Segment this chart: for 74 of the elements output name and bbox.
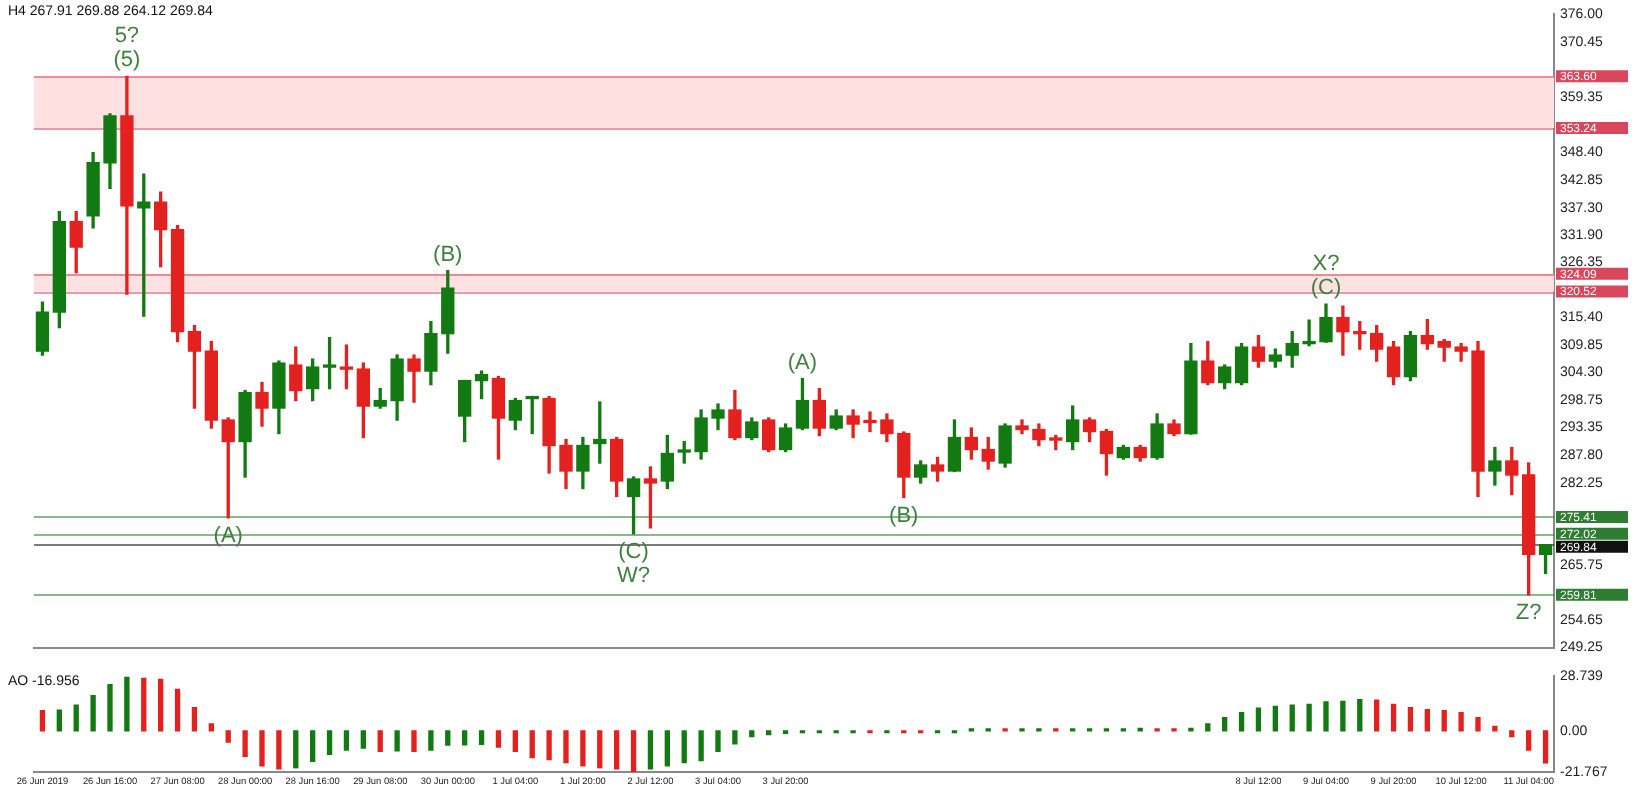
bar xyxy=(1306,703,1312,732)
bar xyxy=(411,730,417,753)
bar xyxy=(1374,699,1380,732)
bar xyxy=(478,730,485,746)
bar xyxy=(1222,717,1228,732)
annotation: W? xyxy=(617,564,651,589)
bar xyxy=(90,695,96,732)
bar xyxy=(343,730,350,751)
bar xyxy=(39,710,46,732)
bar xyxy=(445,730,451,746)
bar xyxy=(1323,701,1329,732)
bar xyxy=(191,707,198,732)
bar xyxy=(310,730,316,763)
annotation: X? xyxy=(1312,252,1340,277)
bar xyxy=(732,730,738,745)
bar xyxy=(597,730,603,769)
bar xyxy=(647,730,654,770)
bar xyxy=(715,730,721,753)
bar xyxy=(1475,717,1481,732)
bar xyxy=(580,730,586,767)
bar xyxy=(242,730,248,758)
bar xyxy=(259,730,265,767)
bar xyxy=(1390,703,1397,732)
bar xyxy=(158,678,164,732)
bar xyxy=(664,730,670,767)
bar xyxy=(1255,707,1262,732)
bar xyxy=(174,688,181,732)
bar xyxy=(1272,705,1278,732)
bar xyxy=(1526,730,1532,751)
annotation: (A) xyxy=(787,350,818,375)
bar xyxy=(1458,711,1464,732)
bar xyxy=(1542,730,1549,764)
bar xyxy=(1357,699,1363,732)
bar xyxy=(563,730,569,764)
bar xyxy=(208,723,214,732)
bar xyxy=(428,730,434,751)
bar xyxy=(377,730,383,753)
bar xyxy=(394,730,400,752)
bar xyxy=(749,730,755,738)
bar xyxy=(512,730,518,753)
bar xyxy=(1509,730,1515,738)
bar xyxy=(1238,711,1245,732)
annotation: (5) xyxy=(113,48,141,73)
bar xyxy=(1289,704,1295,732)
bar xyxy=(293,730,299,769)
bar xyxy=(1340,700,1346,732)
bar xyxy=(73,704,79,732)
bar xyxy=(462,730,468,746)
annotation: Z? xyxy=(1515,600,1542,625)
bar xyxy=(225,730,231,743)
bar xyxy=(495,730,502,748)
bar xyxy=(1492,725,1498,732)
annotation: (C) xyxy=(618,540,649,565)
annotation: 5? xyxy=(114,24,140,49)
bar xyxy=(698,730,704,762)
bar xyxy=(630,730,637,772)
bar xyxy=(276,730,282,770)
bar xyxy=(529,730,535,759)
annotation: (C) xyxy=(1310,276,1342,301)
bar xyxy=(107,683,113,732)
bar xyxy=(681,730,687,764)
bar xyxy=(360,730,366,749)
bar xyxy=(124,676,130,732)
bar xyxy=(546,730,552,761)
bar xyxy=(1441,710,1447,732)
bar xyxy=(766,730,772,736)
bar xyxy=(141,677,147,732)
bar xyxy=(614,730,620,770)
annotation: (B) xyxy=(433,242,463,267)
bar xyxy=(326,730,333,756)
bar xyxy=(1424,708,1430,732)
bar xyxy=(1205,723,1211,732)
bar xyxy=(1407,707,1414,732)
bar xyxy=(56,709,62,732)
